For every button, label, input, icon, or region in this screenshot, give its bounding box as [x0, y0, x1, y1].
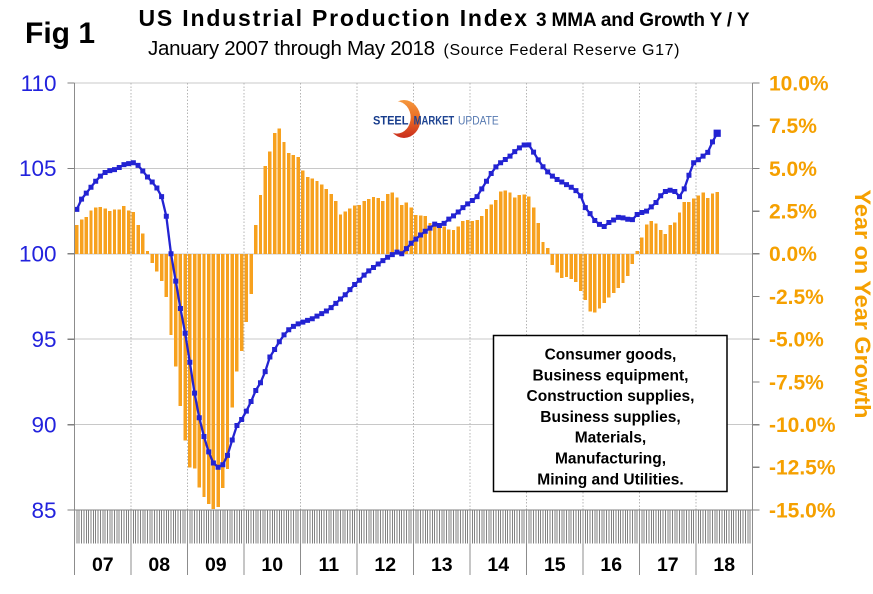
svg-text:13: 13: [431, 554, 453, 576]
svg-text:95: 95: [31, 327, 56, 352]
svg-text:Manufacturing,: Manufacturing,: [555, 451, 666, 468]
svg-text:Business supplies,: Business supplies,: [540, 409, 680, 426]
svg-text:Fig 1: Fig 1: [25, 17, 95, 50]
svg-text:07: 07: [92, 554, 114, 576]
svg-text:85: 85: [31, 498, 56, 523]
svg-text:Consumer goods,: Consumer goods,: [545, 347, 677, 364]
svg-text:10.0%: 10.0%: [769, 72, 829, 95]
svg-text:08: 08: [148, 554, 170, 576]
svg-text:MARKET: MARKET: [414, 114, 455, 128]
svg-text:-15.0%: -15.0%: [769, 499, 836, 522]
svg-text:-5.0%: -5.0%: [769, 329, 824, 352]
svg-text:14: 14: [487, 554, 509, 576]
svg-text:US Industrial Production Index: US Industrial Production Index: [139, 5, 528, 31]
svg-text:(Source Federal Reserve G17): (Source Federal Reserve G17): [444, 42, 680, 59]
svg-text:17: 17: [657, 554, 679, 576]
svg-text:105: 105: [19, 156, 57, 181]
svg-text:110: 110: [21, 71, 57, 96]
svg-text:100: 100: [19, 242, 57, 267]
svg-text:Construction supplies,: Construction supplies,: [527, 388, 695, 405]
svg-text:11: 11: [318, 554, 339, 576]
svg-text:Year on Year Growth: Year on Year Growth: [850, 190, 873, 419]
svg-text:12: 12: [374, 554, 396, 576]
svg-text:15: 15: [544, 554, 566, 576]
svg-text:-2.5%: -2.5%: [769, 286, 824, 309]
svg-text:3 MMA and Growth Y / Y: 3 MMA and Growth Y / Y: [536, 10, 750, 31]
svg-text:2.5%: 2.5%: [769, 201, 817, 224]
svg-text:-12.5%: -12.5%: [769, 457, 836, 480]
svg-text:09: 09: [205, 554, 227, 576]
svg-text:January 2007 through May 2018: January 2007 through May 2018: [148, 37, 435, 60]
svg-text:-7.5%: -7.5%: [769, 371, 824, 394]
svg-text:Materials,: Materials,: [575, 430, 647, 447]
svg-text:10: 10: [261, 554, 283, 576]
svg-text:STEEL: STEEL: [373, 114, 409, 128]
svg-text:7.5%: 7.5%: [769, 115, 817, 138]
svg-text:0.0%: 0.0%: [769, 243, 817, 266]
svg-text:-10.0%: -10.0%: [769, 414, 836, 437]
svg-text:90: 90: [31, 412, 56, 437]
svg-text:5.0%: 5.0%: [769, 158, 817, 181]
svg-text:UPDATE: UPDATE: [458, 114, 499, 128]
svg-text:18: 18: [713, 554, 735, 576]
svg-text:16: 16: [600, 554, 622, 576]
svg-text:Mining and Utilities.: Mining and Utilities.: [537, 471, 683, 488]
svg-text:Business equipment,: Business equipment,: [533, 367, 689, 384]
